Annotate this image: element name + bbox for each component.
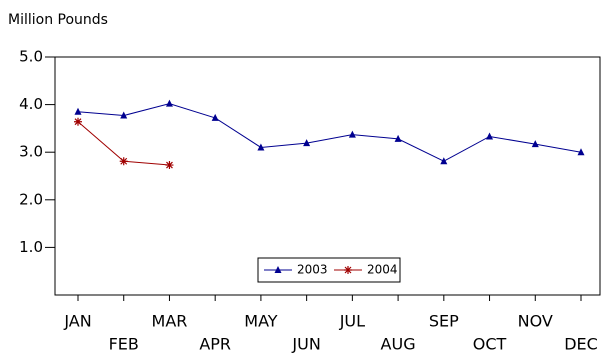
marker: [348, 130, 356, 138]
x-tick-label: DEC: [564, 335, 598, 353]
x-tick-label: AUG: [381, 335, 416, 353]
x-tick-label: OCT: [473, 335, 507, 353]
series-line: [77, 103, 582, 162]
marker: [344, 266, 352, 274]
marker: [303, 139, 311, 147]
marker: [211, 113, 219, 121]
x-tick-label: MAR: [152, 312, 188, 331]
x-tick-label: JAN: [63, 312, 91, 331]
x-tick-label: JUN: [291, 335, 320, 353]
legend-label: 2004: [367, 263, 398, 277]
x-tick-label: MAY: [244, 312, 278, 331]
marker: [165, 99, 173, 107]
legend: 2003 2004: [257, 257, 401, 283]
y-tick-label: 2.0: [19, 190, 43, 208]
marker: [74, 117, 82, 126]
marker: [74, 107, 82, 115]
x-tick-label: FEB: [109, 335, 139, 353]
y-axis-label: Million Pounds: [8, 12, 108, 28]
marker: [440, 157, 448, 165]
y-tick-label: 5.0: [19, 48, 43, 66]
marker: [486, 132, 494, 140]
marker: [394, 134, 402, 142]
marker: [257, 143, 265, 151]
plot-frame: [54, 56, 601, 296]
y-tick-label: 3.0: [19, 143, 43, 161]
x-tick-label: APR: [199, 335, 231, 353]
marker: [577, 148, 585, 156]
marker: [531, 140, 539, 148]
x-tick-label: SEP: [429, 312, 459, 331]
y-tick-label: 1.0: [19, 238, 43, 256]
marker: [119, 157, 128, 166]
x-tick-label: JUL: [339, 312, 365, 331]
x-tick-label: NOV: [518, 312, 553, 331]
legend-label: 2003: [297, 263, 328, 277]
marker: [120, 111, 128, 119]
y-tick-label: 4.0: [19, 95, 43, 113]
marker: [165, 161, 174, 170]
marker: [274, 266, 282, 273]
